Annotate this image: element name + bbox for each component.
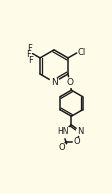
Text: Cl: Cl [77,48,85,57]
Text: O: O [58,143,65,152]
Text: O: O [66,78,73,87]
Text: HN: HN [56,127,68,136]
Text: F: F [26,50,31,59]
Text: C: C [29,51,34,57]
Text: F: F [28,56,33,65]
Text: F: F [27,44,32,53]
Text: N: N [50,78,57,87]
Text: N: N [76,127,83,136]
Text: O: O [73,137,79,146]
